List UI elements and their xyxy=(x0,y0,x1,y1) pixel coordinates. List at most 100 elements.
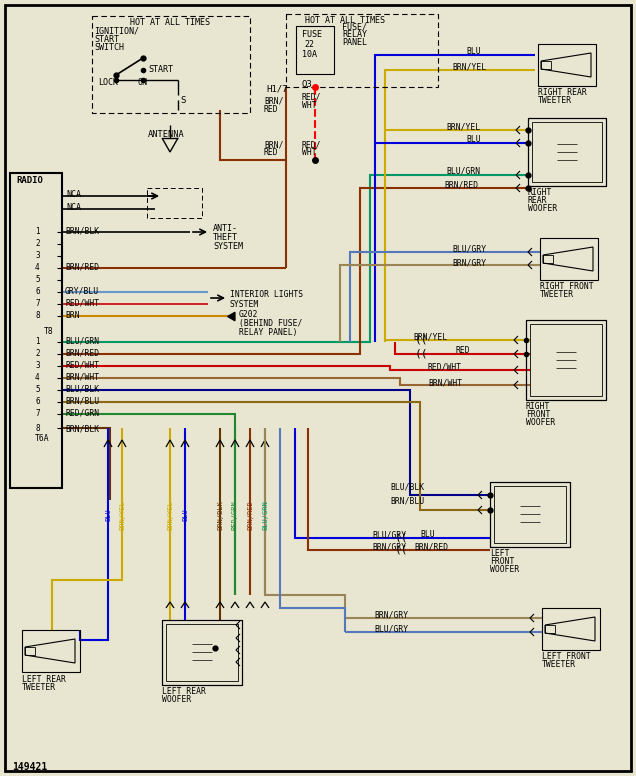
Text: TWEETER: TWEETER xyxy=(22,683,56,692)
Text: RIGHT FRONT: RIGHT FRONT xyxy=(540,282,593,291)
Text: BRN: BRN xyxy=(65,311,80,320)
Text: H1/7: H1/7 xyxy=(266,85,287,94)
Text: RED: RED xyxy=(264,105,279,114)
Text: (BEHIND FUSE/: (BEHIND FUSE/ xyxy=(239,319,302,328)
Text: HOT AT ALL TIMES: HOT AT ALL TIMES xyxy=(305,16,385,25)
Text: 5: 5 xyxy=(35,385,39,394)
Text: BRN/BLU: BRN/BLU xyxy=(390,497,424,506)
Text: BLU/GRN: BLU/GRN xyxy=(446,167,480,176)
Text: BLU: BLU xyxy=(182,508,188,521)
Bar xyxy=(490,482,570,547)
Text: INTERIOR LIGHTS: INTERIOR LIGHTS xyxy=(230,290,303,299)
Text: RED/: RED/ xyxy=(302,93,322,102)
Text: BRN/GRY: BRN/GRY xyxy=(374,610,408,619)
Text: Q3: Q3 xyxy=(302,80,313,89)
Text: 2: 2 xyxy=(35,349,39,358)
Bar xyxy=(532,122,602,182)
Text: ((: (( xyxy=(395,533,408,543)
Text: BLU/GRY: BLU/GRY xyxy=(374,624,408,633)
Text: WOOFER: WOOFER xyxy=(490,565,519,574)
Text: ON: ON xyxy=(138,78,148,87)
Text: BLU: BLU xyxy=(420,530,434,539)
Bar xyxy=(162,620,242,685)
Text: BRN/GRY: BRN/GRY xyxy=(452,258,486,267)
Text: RADIO: RADIO xyxy=(16,176,43,185)
Bar xyxy=(92,16,250,113)
Text: RED/GRN: RED/GRN xyxy=(232,500,238,530)
Text: FRONT: FRONT xyxy=(490,557,515,566)
Text: RED: RED xyxy=(264,148,279,157)
Text: 22: 22 xyxy=(304,40,314,49)
Text: LEFT REAR: LEFT REAR xyxy=(162,687,206,696)
Text: BRN/BLK: BRN/BLK xyxy=(65,424,99,433)
Text: START: START xyxy=(94,35,119,44)
Bar xyxy=(296,26,334,74)
Text: LOCK: LOCK xyxy=(98,78,118,87)
Text: ANTI-: ANTI- xyxy=(213,224,238,233)
Text: BLU/BLK: BLU/BLK xyxy=(65,385,99,394)
Text: RIGHT: RIGHT xyxy=(526,402,550,411)
Text: 6: 6 xyxy=(35,287,39,296)
Text: BRN/RED: BRN/RED xyxy=(414,543,448,552)
Text: TWEETER: TWEETER xyxy=(542,660,576,669)
Text: BRN/: BRN/ xyxy=(264,97,284,106)
Text: S: S xyxy=(180,96,185,105)
Text: WHT: WHT xyxy=(302,101,317,110)
Text: FUSE/: FUSE/ xyxy=(342,22,367,31)
Bar xyxy=(538,44,596,86)
Text: BLU/GRY: BLU/GRY xyxy=(452,244,486,253)
Text: BRN/WHT: BRN/WHT xyxy=(428,378,462,387)
Text: RED/WHT: RED/WHT xyxy=(428,362,462,371)
Text: 7: 7 xyxy=(35,299,39,308)
Bar xyxy=(530,324,602,396)
Text: LEFT FRONT: LEFT FRONT xyxy=(542,652,591,661)
Bar xyxy=(22,630,80,672)
Text: BRN/GRY: BRN/GRY xyxy=(372,543,406,552)
Text: 1: 1 xyxy=(35,227,39,236)
Text: BLU: BLU xyxy=(466,135,481,144)
Text: BLU/GRN: BLU/GRN xyxy=(262,500,268,530)
Text: BRN/RED: BRN/RED xyxy=(247,500,253,530)
Text: ((: (( xyxy=(415,335,429,345)
Text: 2: 2 xyxy=(35,239,39,248)
Text: GRY/BLU: GRY/BLU xyxy=(65,287,99,296)
Text: BRN/YEL: BRN/YEL xyxy=(413,332,447,341)
Text: ((: (( xyxy=(415,349,429,359)
Text: LEFT: LEFT xyxy=(490,549,509,558)
Text: RED: RED xyxy=(455,346,469,355)
Text: 3: 3 xyxy=(35,251,39,260)
Text: RED/GRN: RED/GRN xyxy=(65,409,99,418)
Bar xyxy=(528,118,606,186)
Text: NCA: NCA xyxy=(66,190,81,199)
Text: PANEL: PANEL xyxy=(342,38,367,47)
Text: BRN/YEL: BRN/YEL xyxy=(452,62,486,71)
Bar xyxy=(545,625,555,633)
Text: BRN/YEL: BRN/YEL xyxy=(446,122,480,131)
Text: ((: (( xyxy=(395,545,408,555)
Text: BRN/BLU: BRN/BLU xyxy=(65,397,99,406)
Bar xyxy=(147,188,202,218)
Text: RIGHT REAR: RIGHT REAR xyxy=(538,88,587,97)
Text: RIGHT: RIGHT xyxy=(528,188,553,197)
Text: 7: 7 xyxy=(35,409,39,418)
Bar xyxy=(494,486,566,543)
Text: BRN/: BRN/ xyxy=(264,140,284,149)
Text: BLU/GRN: BLU/GRN xyxy=(65,337,99,346)
Text: BRN/YEL: BRN/YEL xyxy=(119,500,125,530)
Text: G202: G202 xyxy=(239,310,258,319)
Bar xyxy=(543,255,553,263)
Text: IGNITION/: IGNITION/ xyxy=(94,27,139,36)
Text: START: START xyxy=(148,65,173,74)
Text: HOT AT ALL TIMES: HOT AT ALL TIMES xyxy=(130,18,210,27)
Bar xyxy=(25,647,35,655)
Text: BRN/RED: BRN/RED xyxy=(65,349,99,358)
Bar xyxy=(490,482,570,547)
Text: BRN/WHT: BRN/WHT xyxy=(65,373,99,382)
Bar xyxy=(526,320,606,400)
Bar xyxy=(541,61,551,69)
Text: 1: 1 xyxy=(35,337,39,346)
Bar xyxy=(540,238,598,280)
Bar xyxy=(166,624,238,681)
Bar xyxy=(526,320,606,400)
Text: SYSTEM: SYSTEM xyxy=(230,300,259,309)
